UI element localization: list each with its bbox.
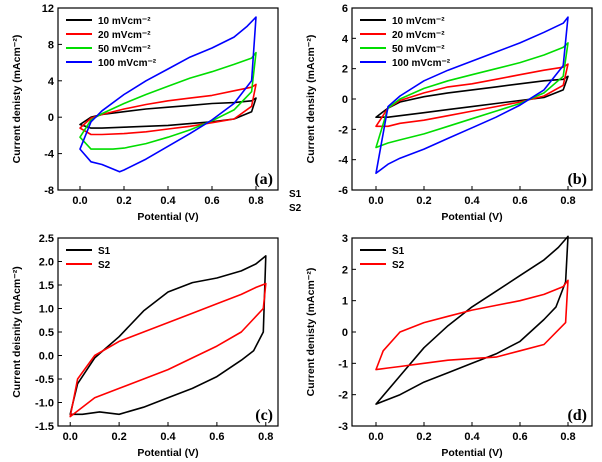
panel-d-ytick-label-5: 2	[342, 264, 348, 276]
panel-d: 0.0 0.2 0.4 0.6 0.8 -3 -2 -1 0 1 2 3 Potential (V) Cu…	[305, 233, 593, 459]
panel-d-xtick-label-4: 0.8	[560, 431, 575, 443]
panel-b: 0.0 0.2 0.4 0.6 0.8 -6 -4 -2 0 2 4 6 Potential (V) Cu…	[305, 3, 593, 223]
panel-d-legend-label-1: S2	[392, 260, 405, 271]
panel-a-ytick-label-3: 4	[48, 76, 55, 88]
panel-b-xlabel: Potential (V)	[441, 211, 502, 223]
panel-a-ytick-label-4: 8	[48, 39, 54, 51]
panel-c-xlabel: Potential (V)	[137, 447, 198, 459]
panel-b-ytick-label-4: 2	[342, 64, 348, 76]
panel-d-legend-label-0: S1	[392, 246, 405, 257]
panel-d-ytick-label-4: 1	[342, 296, 348, 308]
panel-a-ytick-label-2: 0	[48, 112, 54, 124]
panel-c-legend-label-1: S2	[98, 260, 111, 271]
panel-d-ytick-label-0: -3	[338, 421, 348, 433]
panel-a-series-2	[79, 51, 257, 150]
panel-d-xtick-label-2: 0.4	[464, 431, 480, 443]
panel-b-ytick-label-0: -6	[338, 185, 348, 197]
panel-b-legend-label-2: 50 mVcm⁻²	[392, 44, 445, 55]
panel-a-xtick-label-1: 0.2	[116, 195, 131, 207]
panel-b-legend-label-0: 10 mVcm⁻²	[392, 16, 445, 27]
panel-a-legend-label-3: 100 mVcm⁻²	[98, 58, 157, 69]
panel-d-label: (d)	[567, 407, 587, 424]
panel-b-series-2	[375, 42, 569, 149]
panel-a-ylabel: Current denisty (mAcm⁻²)	[11, 35, 23, 164]
panel-c-ytick-label-3: 0.0	[39, 351, 54, 363]
panel-c-series-1	[69, 282, 267, 418]
panel-a-series-0	[79, 97, 257, 129]
panel-a-xtick-label-2: 0.4	[160, 195, 176, 207]
panel-c-label: (c)	[255, 407, 273, 424]
panel-d-series-0	[375, 235, 569, 405]
panel-b-legend-label-3: 100 mVcm⁻²	[392, 58, 451, 69]
panel-b-ytick-label-2: -2	[338, 124, 348, 136]
panel-a-ytick-label-5: 12	[42, 3, 54, 15]
panel-d-ylabel: Current denisty (mAcm⁻²)	[305, 268, 317, 397]
panel-c-legend-label-0: S1	[98, 246, 111, 257]
panel-a-series-1	[79, 83, 257, 136]
panel-a-xlabel: Potential (V)	[137, 211, 198, 223]
panel-d-xtick-label-3: 0.6	[512, 431, 527, 443]
panel-a-xtick-label-3: 0.6	[204, 195, 219, 207]
panel-c-ytick-label-8: 2.5	[39, 233, 54, 245]
panel-b-xtick-label-3: 0.6	[512, 195, 527, 207]
panel-b-ytick-label-6: 6	[342, 3, 348, 15]
panel-a-ytick-label-0: -8	[44, 185, 54, 197]
panel-c: 0.0 0.2 0.4 0.6 0.8 -1.5 -1.0 -0.5 0.0 0.5 1.0 1.5 2…	[11, 233, 279, 459]
panel-a-ytick-label-1: -4	[44, 149, 55, 161]
panel-d-series-1	[375, 279, 569, 371]
panel-a-legend-label-1: 20 mVcm⁻²	[98, 30, 151, 41]
panel-b-ytick-label-1: -4	[338, 155, 349, 167]
panel-d-ytick-label-3: 0	[342, 327, 348, 339]
panel-c-xtick-label-1: 0.2	[111, 431, 126, 443]
panel-d-xtick-label-1: 0.2	[416, 431, 431, 443]
panel-b-series-1	[375, 63, 569, 128]
panel-b-xtick-label-0: 0.0	[368, 195, 383, 207]
panel-c-ytick-label-5: 1.0	[39, 304, 54, 316]
stray-label-s2: S2	[289, 203, 302, 214]
panel-d-xlabel: Potential (V)	[441, 447, 502, 459]
panel-a: 0.0 0.2 0.4 0.6 0.8 -8 -4 0 4 8 12 Potential (V) Cur…	[11, 3, 279, 223]
panel-c-ylabel: Current deisnity (mAcm⁻²)	[11, 266, 23, 398]
panel-a-xtick-label-4: 0.8	[248, 195, 263, 207]
panel-d-ytick-label-2: -1	[338, 358, 348, 370]
panel-c-ytick-label-1: -1.0	[35, 398, 54, 410]
panel-a-xtick-label-0: 0.0	[72, 195, 87, 207]
panel-b-xtick-label-4: 0.8	[560, 195, 575, 207]
panel-c-ytick-label-7: 2.0	[39, 257, 54, 269]
panel-d-ytick-label-1: -2	[338, 390, 348, 402]
panel-b-ytick-label-3: 0	[342, 94, 348, 106]
panel-c-xtick-label-2: 0.4	[160, 431, 176, 443]
panel-a-legend-label-0: 10 mVcm⁻²	[98, 16, 151, 27]
panel-b-ytick-label-5: 4	[342, 33, 349, 45]
panel-a-label: (a)	[254, 171, 273, 188]
panel-b-legend-label-1: 20 mVcm⁻²	[392, 30, 445, 41]
panel-b-label: (b)	[567, 171, 587, 188]
panel-b-xtick-label-2: 0.4	[464, 195, 480, 207]
panel-c-xtick-label-4: 0.8	[258, 431, 273, 443]
panel-a-legend-label-2: 50 mVcm⁻²	[98, 44, 151, 55]
panel-c-ytick-label-4: 0.5	[39, 327, 54, 339]
panel-b-series-0	[375, 75, 569, 118]
panel-c-xtick-label-0: 0.0	[63, 431, 78, 443]
panel-b-series-3	[375, 16, 569, 175]
panel-c-ytick-label-6: 1.5	[39, 280, 54, 292]
panel-d-ytick-label-6: 3	[342, 233, 348, 245]
panel-d-xtick-label-0: 0.0	[368, 431, 383, 443]
panel-b-ylabel: Current density (mAcm⁻²)	[305, 35, 317, 164]
panel-b-xtick-label-1: 0.2	[416, 195, 431, 207]
panel-a-series-3	[79, 16, 257, 173]
panel-c-xtick-label-3: 0.6	[209, 431, 224, 443]
stray-label-s1: S1	[289, 189, 302, 200]
panel-c-ytick-label-2: -0.5	[35, 374, 54, 386]
panel-b-frame	[351, 7, 593, 191]
panel-c-ytick-label-0: -1.5	[35, 421, 54, 433]
